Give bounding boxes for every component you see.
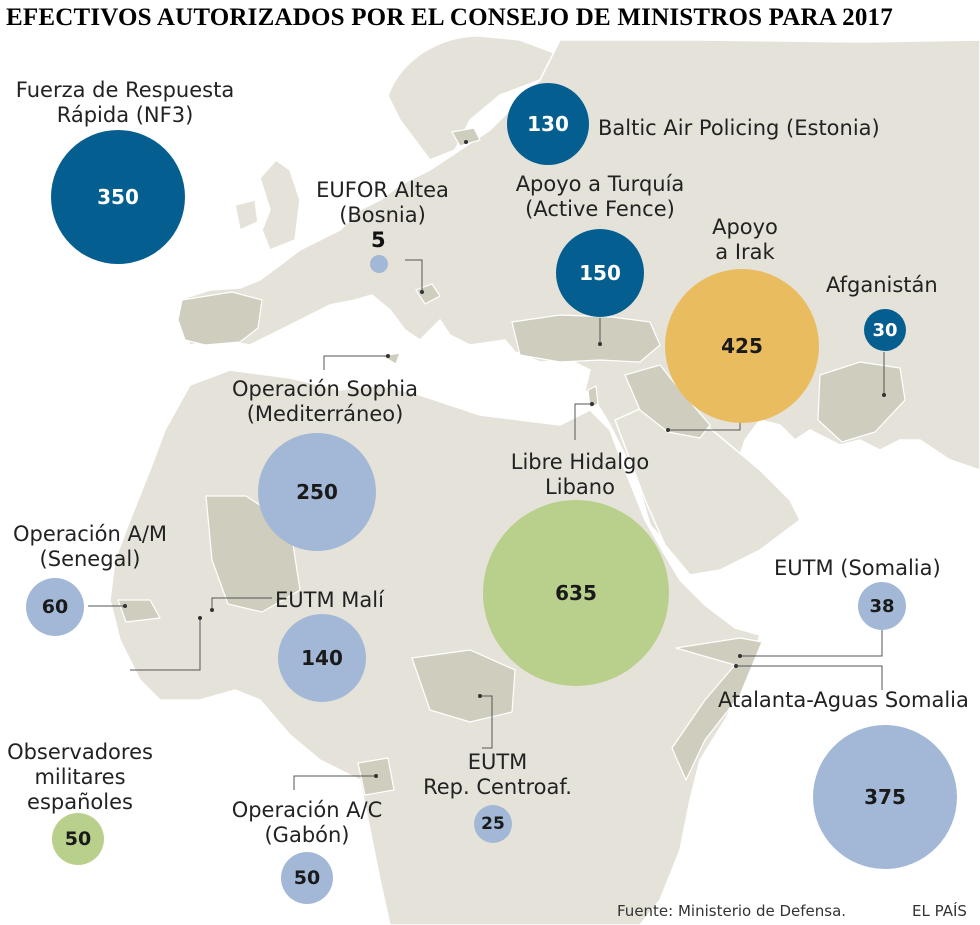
bubble-baltic-air-policing: 130	[507, 83, 589, 165]
bubble-operacion-sophia: 250	[258, 433, 376, 551]
source-note: Fuente: Ministerio de Defensa.	[617, 902, 847, 920]
leader-lines	[88, 259, 885, 790]
bubble-operacion-ac: 50	[281, 852, 333, 904]
label-libre-hidalgo: Libre Hidalgo Libano	[510, 450, 650, 499]
ireland-landmass	[234, 199, 259, 232]
bubble-operacion-am: 60	[26, 578, 84, 636]
label-afganistan: Afganistán	[826, 273, 938, 297]
bubble-atalanta: 375	[813, 725, 957, 869]
bubble-eutm-centroafrica: 25	[474, 805, 512, 843]
scandinavia-landmass	[387, 35, 562, 161]
iraq-highlight	[624, 364, 711, 439]
label-apoyo-turquia: Apoyo a Turquía (Active Fence)	[515, 172, 685, 221]
label-baltic-air-policing: Baltic Air Policing (Estonia)	[598, 116, 880, 140]
page-title: EFECTIVOS AUTORIZADOS POR EL CONSEJO DE …	[6, 4, 893, 31]
bubble-eutm-mali: 140	[278, 614, 366, 702]
senegal-highlight	[117, 599, 161, 623]
label-observadores: Observadores militares españoles	[7, 740, 153, 814]
label-eutm-centroafrica: EUTM Rep. Centroaf.	[423, 750, 572, 799]
bubble-apoyo-turquia: 150	[556, 229, 644, 317]
spain-highlight	[177, 291, 263, 346]
bubble-eutm-somalia: 38	[858, 582, 906, 630]
estonia-highlight	[451, 127, 481, 147]
label-atalanta: Atalanta-Aguas Somalia	[718, 688, 969, 712]
car-highlight	[411, 649, 516, 723]
label-eutm-somalia: EUTM (Somalia)	[774, 556, 941, 580]
location-dots	[123, 140, 886, 778]
label-fuerza-respuesta: Fuerza de Respuesta Rápida (NF3)	[15, 78, 235, 127]
bubble-apoyo-irak: 425	[665, 269, 819, 423]
lebanon-highlight	[587, 385, 599, 409]
afghanistan-highlight	[817, 361, 906, 443]
sicily-highlight	[380, 352, 401, 365]
bubble-eufor-altea	[370, 255, 388, 273]
turkey-highlight	[511, 314, 661, 363]
somalia-highlight	[671, 637, 763, 782]
credit: EL PAÍS	[912, 902, 967, 920]
value-eufor-altea: 5	[371, 228, 386, 252]
label-eufor-altea: EUFOR Altea (Bosnia)	[316, 178, 449, 227]
bubble-observadores: 50	[52, 813, 104, 865]
britain-landmass	[259, 158, 301, 251]
label-operacion-am: Operación A/M (Senegal)	[12, 522, 168, 571]
bubble-afganistan: 30	[864, 309, 906, 351]
bubble-libre-hidalgo: 635	[483, 500, 669, 686]
label-operacion-sophia: Operación Sophia (Mediterráneo)	[231, 377, 419, 426]
label-apoyo-irak: Apoyo a Irak	[712, 215, 778, 264]
bubble-fuerza-respuesta: 350	[51, 130, 185, 264]
label-operacion-ac: Operación A/C (Gabón)	[231, 798, 383, 847]
label-eutm-mali: EUTM Malí	[275, 588, 384, 612]
